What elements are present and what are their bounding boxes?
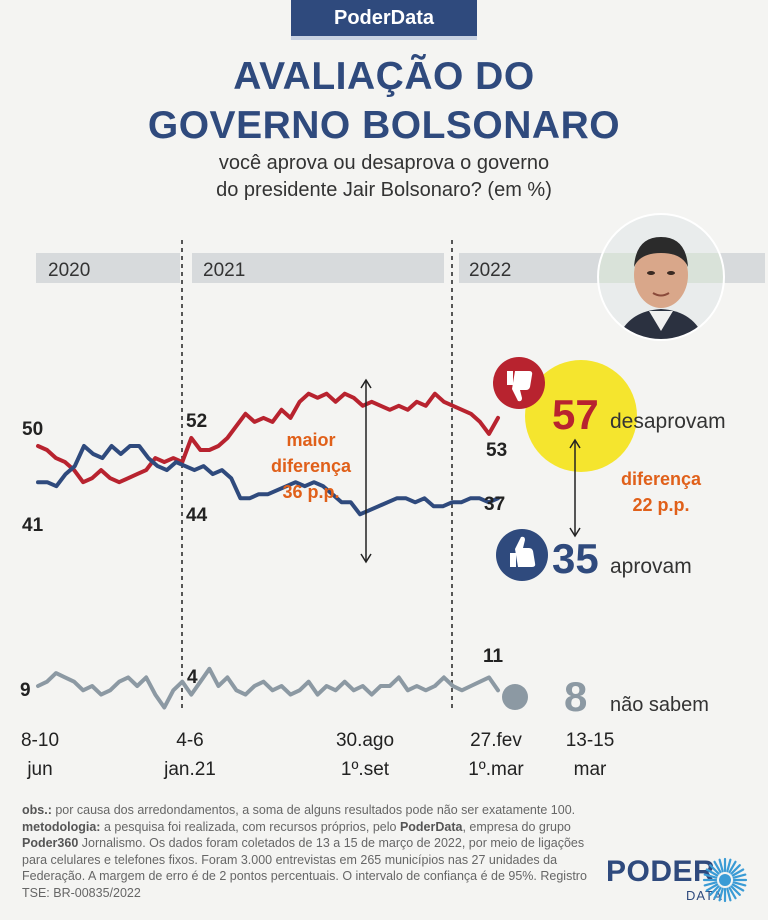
poderdata-logo: PODER DATA bbox=[606, 855, 756, 911]
series-line-1 bbox=[36, 391, 500, 485]
nao-sabem-current-value: 8 bbox=[564, 673, 587, 720]
desaprovam-current-label: desaprovam bbox=[610, 410, 726, 433]
sun-ray-11 bbox=[705, 883, 719, 892]
sun-ray-9 bbox=[713, 886, 722, 900]
desaprovam-start-label: 50 bbox=[22, 419, 43, 440]
aprovam-prev-label: 37 bbox=[484, 494, 505, 515]
year-bar-2 bbox=[192, 253, 444, 283]
methodology-text-3: Jornalismo. Os dados foram coletados de … bbox=[22, 836, 587, 900]
sun-ray-21 bbox=[728, 860, 737, 874]
sun-ray-23 bbox=[731, 868, 745, 877]
x-label-2-line-2: jan.21 bbox=[163, 759, 216, 780]
sun-ray-16 bbox=[709, 864, 720, 875]
brand-banner: PoderData bbox=[291, 0, 477, 36]
x-label-1-line-2: jun bbox=[26, 759, 52, 780]
obs-label: obs.: bbox=[22, 803, 52, 817]
methodology-group: Poder360 bbox=[22, 836, 79, 850]
series-lines bbox=[36, 391, 500, 710]
x-label-3-line-2: 1º.set bbox=[341, 759, 390, 780]
desaprovam-current-value: 57 bbox=[552, 391, 599, 438]
x-label-4-line-1: 27.fev bbox=[470, 730, 522, 751]
sun-ray-20 bbox=[726, 858, 732, 873]
cur-diff-line-2: 22 p.p. bbox=[632, 495, 689, 515]
nao-sabem-current-dot bbox=[502, 684, 528, 710]
approval-chart: 2020 2021 2022 50 41 9 52 44 4 53 37 11 … bbox=[20, 240, 765, 780]
sun-ray-3 bbox=[731, 883, 745, 892]
sun-ray-2 bbox=[732, 881, 747, 887]
max-difference-arrow-head-top bbox=[360, 378, 372, 389]
year-label-2020: 2020 bbox=[48, 260, 90, 281]
sun-ray-6 bbox=[726, 887, 732, 902]
methodology-brand: PoderData bbox=[399, 819, 463, 834]
current-difference-arrow-head-bottom bbox=[569, 527, 581, 538]
notes-footer: obs.: por causa dos arredondamentos, a s… bbox=[22, 802, 602, 901]
sun-ray-10 bbox=[709, 885, 720, 896]
desaprovam-jan21-label: 52 bbox=[186, 411, 207, 432]
sun-ray-24 bbox=[732, 873, 747, 879]
thumbs-up-icon bbox=[496, 529, 548, 581]
difference-annotations: maior diferença 36 p.p. diferença 22 p.p… bbox=[271, 430, 702, 515]
sun-ray-14 bbox=[703, 873, 718, 879]
methodology-text-1: a pesquisa foi realizada, com recursos p… bbox=[100, 819, 400, 834]
desaprovam-prev-label: 53 bbox=[486, 440, 507, 461]
year-label-2021: 2021 bbox=[203, 260, 245, 281]
obs-text: por causa dos arredondamentos, a soma de… bbox=[51, 803, 576, 817]
aprovam-jan21-label: 44 bbox=[186, 505, 208, 526]
max-diff-line-2: diferença bbox=[271, 456, 352, 476]
x-label-5-line-1: 13-15 bbox=[566, 730, 615, 751]
x-label-3-line-1: 30.ago bbox=[336, 730, 394, 751]
x-label-4-line-2: 1º.mar bbox=[468, 759, 524, 780]
max-diff-line-1: maior bbox=[286, 430, 335, 450]
thumbs-down-icon bbox=[493, 357, 545, 409]
sun-ray-4 bbox=[730, 885, 741, 896]
year-label-2022: 2022 bbox=[469, 260, 511, 281]
thumb-icons bbox=[493, 357, 548, 710]
nao-sabem-current-label: não sabem bbox=[610, 694, 709, 716]
series-line-3 bbox=[36, 666, 500, 710]
methodology-text-2: , empresa do grupo bbox=[462, 819, 571, 834]
subtitle-line-2: do presidente Jair Bolsonaro? (em %) bbox=[216, 179, 552, 201]
x-label-2-line-1: 4-6 bbox=[176, 730, 203, 751]
sunburst-icon bbox=[702, 857, 748, 903]
series-line-2 bbox=[36, 444, 500, 517]
max-difference-arrow-head-bottom bbox=[360, 553, 372, 564]
sun-ray-22 bbox=[730, 864, 741, 875]
x-label-5-line-2: mar bbox=[574, 759, 607, 780]
aprovam-start-label: 41 bbox=[22, 515, 44, 536]
current-values: 57 desaprovam 35 aprovam 8 não sabem bbox=[552, 391, 726, 720]
subtitle: você aprova ou desaprova o governo do pr… bbox=[0, 150, 768, 204]
sun-ray-12 bbox=[703, 881, 718, 887]
nao-sabem-start-label: 9 bbox=[20, 680, 31, 701]
sun-ray-17 bbox=[713, 860, 722, 874]
title-line-1: AVALIAÇÃO DO bbox=[233, 55, 535, 98]
brand-underline bbox=[291, 36, 477, 40]
x-axis-labels: 8-10 jun 4-6 jan.21 30.ago 1º.set 27.fev… bbox=[21, 730, 614, 780]
current-difference-arrow-head-top bbox=[569, 438, 581, 449]
year-dividers bbox=[181, 240, 453, 712]
aprovam-current-label: aprovam bbox=[610, 555, 692, 578]
difference-arrows bbox=[360, 378, 581, 564]
methodology-label: metodologia: bbox=[22, 819, 101, 834]
logo-word: PODER bbox=[606, 855, 716, 888]
max-difference-arrow bbox=[360, 378, 372, 564]
bolsonaro-portrait-avatar bbox=[597, 213, 725, 341]
year-bar-1 bbox=[36, 253, 180, 283]
max-diff-line-3: 36 p.p. bbox=[282, 482, 339, 502]
nao-sabem-prev-label: 11 bbox=[483, 646, 504, 667]
subtitle-line-1: você aprova ou desaprova o governo bbox=[218, 152, 550, 174]
sun-core bbox=[719, 874, 731, 886]
nao-sabem-jan21-label: 4 bbox=[187, 667, 198, 688]
cur-diff-line-1: diferença bbox=[621, 469, 702, 489]
value-labels: 50 41 9 52 44 4 53 37 11 bbox=[20, 411, 507, 701]
title-line-2: GOVERNO BOLSONARO bbox=[147, 104, 621, 147]
sun-ray-5 bbox=[728, 886, 737, 900]
current-difference-arrow bbox=[569, 438, 581, 538]
year-labels: 2020 2021 2022 bbox=[48, 260, 511, 281]
sun-ray-8 bbox=[718, 887, 724, 902]
desaprovam-highlight-circle bbox=[525, 360, 637, 472]
x-label-1-line-1: 8-10 bbox=[21, 730, 59, 751]
sun-ray-18 bbox=[718, 858, 724, 873]
sun-ray-15 bbox=[705, 868, 719, 877]
aprovam-current-value: 35 bbox=[552, 535, 599, 582]
